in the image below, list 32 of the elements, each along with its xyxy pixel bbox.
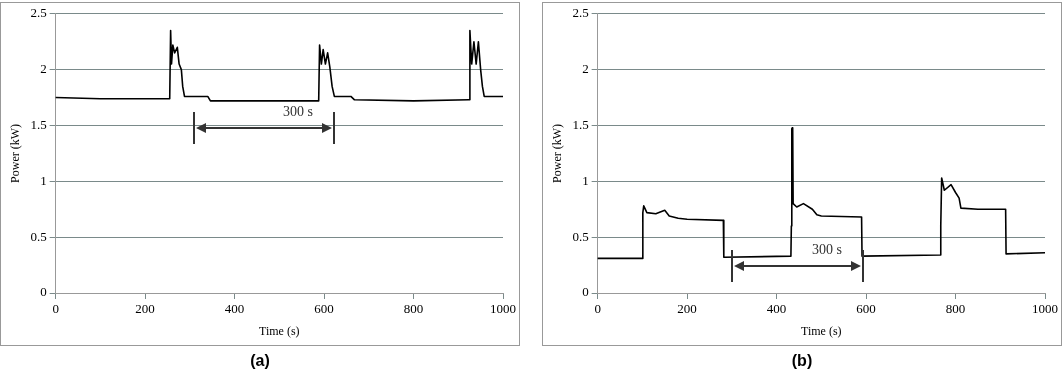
x-tick-label: 600	[856, 301, 876, 317]
x-tick-label: 1000	[1032, 301, 1058, 317]
y-tick-label: 2	[40, 61, 47, 77]
annotation: 300 s	[282, 104, 314, 119]
text: (b)	[790, 352, 814, 370]
x-tick-label: 400	[766, 301, 787, 317]
y-tick-label: 2.5	[572, 5, 589, 21]
y-tick-label: 0	[582, 284, 589, 300]
y-axis-title: Power (kW)	[550, 123, 565, 183]
y-tick-label: 0	[40, 284, 47, 300]
annotation: 300 s	[811, 242, 843, 257]
x-axis-title: Time (s)	[259, 323, 300, 338]
x-tick-label: 0	[52, 301, 59, 317]
y-tick-label: 1.5	[30, 116, 47, 132]
x-tick-label: 1000	[490, 301, 516, 317]
x-tick-label: 200	[135, 301, 155, 317]
y-tick-label: 1	[40, 172, 47, 188]
x-tick-label: 400	[224, 301, 245, 317]
y-tick-label: 2	[582, 61, 589, 77]
y-tick-label: 1.5	[572, 116, 589, 132]
x-tick-label: 0	[594, 301, 601, 317]
y-axis-title: Power (kW)	[8, 123, 23, 183]
x-tick-label: 800	[403, 301, 424, 317]
y-tick-label: 0.5	[572, 228, 589, 244]
y-tick-label: 1	[582, 172, 589, 188]
x-axis-title: Time (s)	[801, 323, 842, 338]
x-tick-label: 200	[677, 301, 697, 317]
text: (a)	[249, 352, 271, 370]
y-tick-label: 0.5	[30, 228, 47, 244]
x-tick-label: 800	[945, 301, 966, 317]
y-tick-label: 2.5	[30, 5, 47, 21]
x-tick-label: 600	[314, 301, 334, 317]
